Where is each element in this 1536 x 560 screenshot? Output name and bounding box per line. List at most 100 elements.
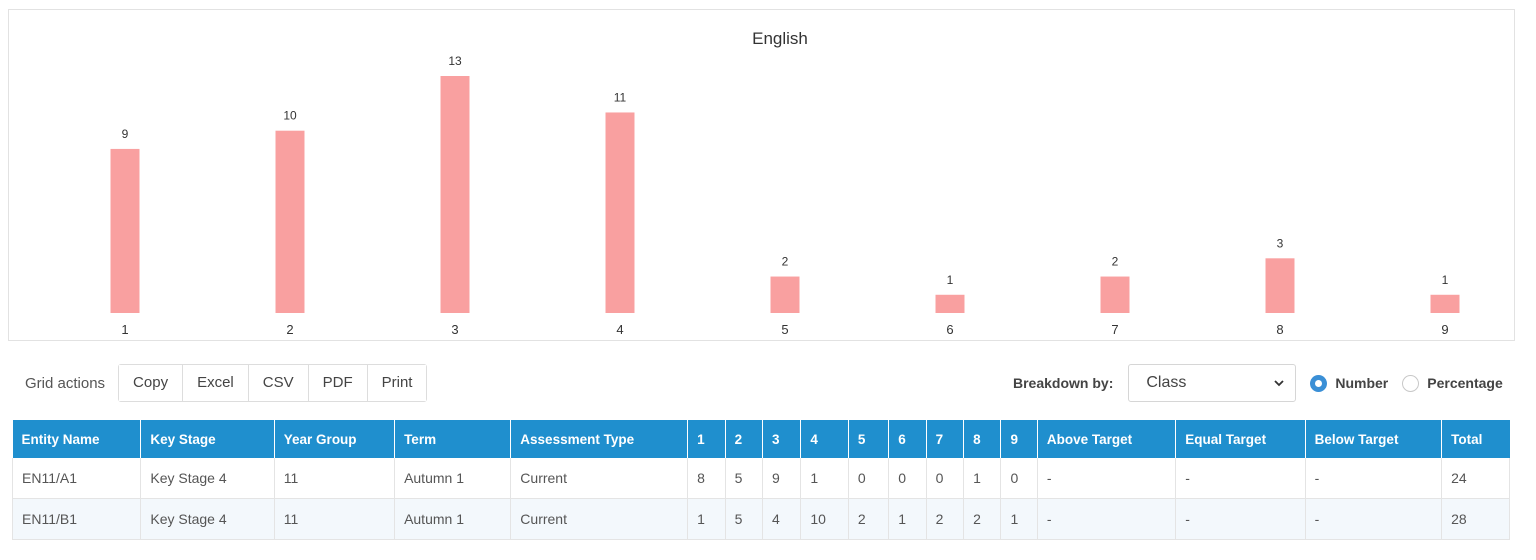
x-tick-label-9: 9 <box>1441 322 1448 337</box>
pdf-button[interactable]: PDF <box>308 365 368 401</box>
bar-7[interactable] <box>1100 276 1130 313</box>
table-cell: 2 <box>926 498 965 540</box>
table-cell: - <box>1175 458 1306 499</box>
column-header[interactable]: Above Target <box>1037 420 1177 458</box>
column-header[interactable]: Total <box>1441 420 1510 458</box>
column-header[interactable]: 6 <box>888 420 927 458</box>
bar-5[interactable] <box>770 276 800 313</box>
table-cell: 8 <box>687 458 726 499</box>
excel-button[interactable]: Excel <box>183 365 249 401</box>
table-row[interactable]: EN11/A1 Key Stage 4 11 Autumn 1 Current 8 5 9 1 0… <box>11 458 1510 499</box>
column-header[interactable]: Below Target <box>1305 420 1443 458</box>
x-tick-label-5: 5 <box>781 322 788 337</box>
column-header[interactable]: 5 <box>848 420 890 458</box>
column-header[interactable]: 1 <box>687 420 726 458</box>
bar-3[interactable] <box>440 76 470 313</box>
breakdown-controls: Breakdown by: Class Number Percentage <box>1013 364 1503 402</box>
data-label-4: 11 <box>614 90 627 104</box>
data-label-7: 2 <box>1112 255 1119 269</box>
x-tick-label-8: 8 <box>1276 322 1283 337</box>
print-button[interactable]: Print <box>367 365 427 401</box>
grid-actions: Grid actions Copy Excel CSV PDF Print <box>25 364 428 402</box>
column-header[interactable]: 3 <box>762 420 802 458</box>
table-cell: 5 <box>725 498 763 540</box>
table-cell: 1 <box>800 458 849 499</box>
column-header[interactable]: Entity Name <box>12 420 142 458</box>
column-header[interactable]: 8 <box>963 420 1002 458</box>
table-cell: 5 <box>725 458 763 499</box>
grid-actions-label: Grid actions <box>25 374 106 392</box>
bar-6[interactable] <box>935 294 965 313</box>
column-header[interactable]: 4 <box>800 420 849 458</box>
column-header[interactable]: 2 <box>725 420 763 458</box>
table-cell: 24 <box>1441 458 1510 499</box>
table-cell: 28 <box>1441 498 1510 540</box>
radio-number-label: Number <box>1335 375 1389 391</box>
x-tick-label-1: 1 <box>121 322 128 337</box>
table-cell: Current <box>510 458 689 499</box>
data-label-8: 3 <box>1277 236 1284 250</box>
breakdown-select-value: Class <box>1146 374 1187 391</box>
x-tick-label-4: 4 <box>616 322 623 337</box>
table-row[interactable]: EN11/B1 Key Stage 4 11 Autumn 1 Current 1 5 4 10… <box>11 498 1510 540</box>
data-label-2: 10 <box>283 109 297 123</box>
table-cell: Autumn 1 <box>394 498 512 540</box>
data-label-5: 2 <box>782 255 789 269</box>
column-header[interactable]: Key Stage <box>140 420 275 458</box>
column-header[interactable]: Year Group <box>274 420 396 458</box>
radio-percentage-label: Percentage <box>1427 375 1503 391</box>
data-label-6: 1 <box>947 273 954 287</box>
table-cell: Current <box>510 498 689 540</box>
table-cell: Key Stage 4 <box>140 458 275 499</box>
chevron-down-icon <box>1274 380 1284 387</box>
column-header[interactable]: Assessment Type <box>510 420 689 458</box>
column-header[interactable]: Term <box>394 420 512 458</box>
table-cell: - <box>1305 458 1443 499</box>
table-cell: 11 <box>274 458 396 499</box>
table-cell: - <box>1037 458 1177 499</box>
table-cell: 0 <box>926 458 965 499</box>
x-tick-label-3: 3 <box>451 322 458 337</box>
data-label-9: 1 <box>1442 273 1449 287</box>
x-tick-label-2: 2 <box>286 322 293 337</box>
export-button-group: Copy Excel CSV PDF Print <box>118 364 428 402</box>
radio-number[interactable]: Number <box>1310 374 1389 392</box>
bar-chart: English 9 1 10 2 13 3 11 4 2 5 1 6 2 7 3 8 1 9 <box>110 29 1460 337</box>
copy-button[interactable]: Copy <box>119 365 184 401</box>
table-cell: 1 <box>1000 498 1038 540</box>
csv-button[interactable]: CSV <box>248 365 309 401</box>
chart-panel: English 9 1 10 2 13 3 11 4 2 5 1 6 2 7 3 8 1 9 <box>8 9 1515 341</box>
data-label-1: 9 <box>122 127 129 141</box>
bar-1[interactable] <box>110 148 140 313</box>
breakdown-select[interactable]: Class <box>1128 364 1297 402</box>
table-cell: 0 <box>888 458 927 499</box>
bar-2[interactable] <box>275 130 305 313</box>
table-cell: EN11/B1 <box>11 498 142 540</box>
radio-percentage[interactable]: Percentage <box>1402 374 1503 392</box>
table-cell: EN11/A1 <box>11 458 142 499</box>
table-cell: Autumn 1 <box>394 458 512 499</box>
table-header-row: Entity Name Key Stage Year Group Term Assess… <box>12 420 1510 458</box>
table-cell: 1 <box>963 458 1002 499</box>
table-cell: 1 <box>888 498 927 540</box>
table-cell: 10 <box>800 498 849 540</box>
column-header[interactable]: 9 <box>1000 420 1038 458</box>
column-header[interactable]: Equal Target <box>1175 420 1306 458</box>
data-grid: Entity Name Key Stage Year Group Term Assess… <box>11 420 1510 540</box>
breakdown-label: Breakdown by: <box>1013 375 1114 391</box>
bar-8[interactable] <box>1265 258 1295 313</box>
radio-number-indicator[interactable] <box>1310 374 1328 392</box>
table-cell: 2 <box>963 498 1002 540</box>
column-header[interactable]: 7 <box>926 420 965 458</box>
x-tick-label-7: 7 <box>1111 322 1118 337</box>
data-label-3: 13 <box>448 54 462 68</box>
table-cell: Key Stage 4 <box>140 498 275 540</box>
table-cell: - <box>1037 498 1177 540</box>
table-cell: 0 <box>848 458 890 499</box>
radio-percentage-indicator[interactable] <box>1402 374 1420 392</box>
table-cell: 11 <box>274 498 396 540</box>
table-cell: - <box>1305 498 1443 540</box>
bar-4[interactable] <box>605 112 635 313</box>
table-cell: - <box>1175 498 1306 540</box>
bar-9[interactable] <box>1430 294 1460 313</box>
